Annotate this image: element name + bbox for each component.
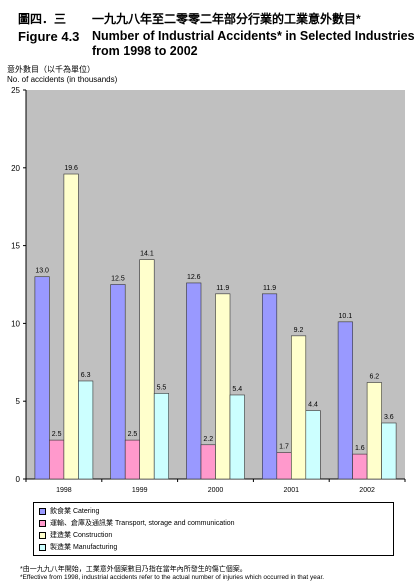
data-label: 6.3 bbox=[81, 372, 91, 379]
bar-catering-1999 bbox=[110, 284, 126, 480]
bar-manufacturing-2000 bbox=[229, 394, 245, 480]
legend-swatch-catering bbox=[39, 507, 46, 515]
figure-label-chinese: 圖四．三 bbox=[18, 12, 67, 26]
data-label: 5.5 bbox=[157, 384, 167, 391]
legend-label-zh: 製造業 bbox=[50, 544, 71, 551]
data-label: 3.6 bbox=[384, 414, 394, 421]
legend-label-zh: 運輸、倉庫及通訊業 bbox=[50, 520, 113, 527]
data-label: 2.2 bbox=[203, 436, 213, 443]
data-label: 10.1 bbox=[339, 313, 353, 320]
bar-construction-2002 bbox=[366, 382, 382, 480]
legend-label-zh: 建造業 bbox=[50, 532, 71, 539]
chart-title-english: Number of Industrial Accidents* in Selec… bbox=[92, 29, 415, 58]
bar-transport-2002 bbox=[352, 453, 368, 480]
x-tick-label: 2000 bbox=[208, 487, 224, 494]
bar-catering-2001 bbox=[261, 293, 278, 480]
y-axis-label-chinese: 意外數目（以千為單位） bbox=[7, 65, 95, 74]
bar-manufacturing-2002 bbox=[381, 422, 397, 480]
legend-item-catering: 飲食業 Catering bbox=[39, 506, 99, 517]
figure-label-english: Figure 4.3 bbox=[18, 29, 80, 44]
x-tick-label: 1999 bbox=[132, 487, 148, 494]
y-tick-label: 0 bbox=[16, 475, 21, 484]
x-tick-label: 1998 bbox=[56, 487, 72, 494]
footnote-chinese: *由一九九八年開始，工業意外個案數目乃指在當年內所發生的傷亡個案。 bbox=[20, 566, 247, 573]
data-label: 13.0 bbox=[35, 268, 49, 275]
bar-transport-1998 bbox=[49, 439, 65, 480]
data-label: 2.5 bbox=[52, 431, 62, 438]
legend-item-manufacturing: 製造業 Manufacturing bbox=[39, 542, 117, 553]
bar-construction-2000 bbox=[215, 293, 231, 480]
data-label: 19.6 bbox=[64, 165, 78, 172]
legend-item-construction: 建造業 Construction bbox=[39, 530, 112, 541]
legend-label-en: Transport, storage and communication bbox=[114, 520, 235, 527]
data-label: 12.5 bbox=[111, 276, 125, 283]
bar-catering-2000 bbox=[186, 282, 202, 480]
bar-chart: 0 5 10 15 20 25 13.0 2.5 19.6 6.3 1998 12.5 2.5 14.1 5… bbox=[11, 86, 406, 494]
data-label: 4.4 bbox=[308, 402, 318, 409]
bar-construction-1999 bbox=[139, 259, 155, 480]
legend-label-en: Catering bbox=[72, 508, 100, 515]
x-tick-label: 2001 bbox=[284, 487, 300, 494]
bar-construction-1998 bbox=[63, 173, 79, 480]
bar-manufacturing-2001 bbox=[305, 410, 321, 480]
data-label: 11.9 bbox=[263, 285, 276, 292]
bar-construction-2001 bbox=[290, 335, 307, 480]
y-tick-label: 20 bbox=[11, 164, 20, 173]
bar-manufacturing-1998 bbox=[78, 380, 94, 480]
y-tick-label: 10 bbox=[11, 319, 20, 328]
data-label: 5.4 bbox=[232, 386, 242, 393]
legend-label-en: Manufacturing bbox=[72, 544, 118, 551]
footnote-english: *Effective from 1998, industrial acciden… bbox=[20, 574, 325, 581]
legend-swatch-manufacturing bbox=[39, 543, 46, 551]
data-label: 11.9 bbox=[216, 285, 229, 292]
bar-transport-2000 bbox=[200, 444, 216, 480]
legend-item-transport: 運輸、倉庫及通訊業 Transport, storage and communi… bbox=[39, 518, 235, 529]
chart-title-chinese: 一九九八年至二零零二年部分行業的工業意外數目* bbox=[92, 12, 361, 26]
x-tick-label: 2002 bbox=[359, 487, 375, 494]
data-label: 1.7 bbox=[279, 444, 289, 451]
legend-swatch-construction bbox=[39, 531, 46, 539]
data-label: 9.2 bbox=[294, 327, 304, 334]
data-label: 12.6 bbox=[187, 274, 201, 281]
y-axis-label-english: No. of accidents (in thousands) bbox=[7, 75, 118, 84]
y-tick-label: 5 bbox=[16, 397, 21, 406]
bar-transport-1999 bbox=[124, 439, 140, 480]
legend-swatch-transport bbox=[39, 519, 46, 527]
data-label: 1.6 bbox=[355, 445, 365, 452]
y-tick-label: 15 bbox=[11, 242, 20, 251]
y-tick-label: 25 bbox=[11, 86, 20, 95]
legend-label-zh: 飲食業 bbox=[50, 508, 71, 515]
data-label: 2.5 bbox=[128, 431, 138, 438]
data-label: 14.1 bbox=[140, 251, 154, 258]
data-label: 6.2 bbox=[369, 374, 379, 381]
bar-catering-2002 bbox=[337, 321, 353, 480]
bar-manufacturing-1999 bbox=[153, 393, 169, 480]
bar-catering-1998 bbox=[34, 276, 50, 480]
bar-transport-2001 bbox=[276, 452, 292, 480]
legend-label-en: Construction bbox=[72, 532, 113, 539]
chart-legend: 飲食業 Catering 運輸、倉庫及通訊業 Transport, storag… bbox=[33, 502, 394, 556]
